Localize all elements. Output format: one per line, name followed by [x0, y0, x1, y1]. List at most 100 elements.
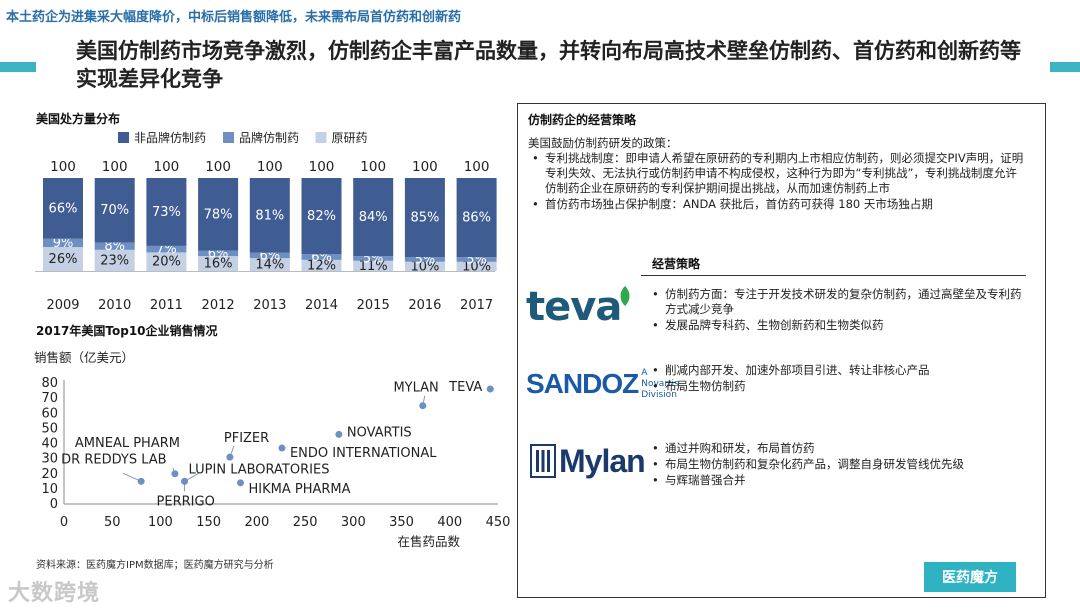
x-tick-label: 250	[293, 515, 318, 530]
bar-data-label: 85%	[410, 211, 439, 226]
point-label: MYLAN	[393, 381, 438, 396]
legend-label: 品牌仿制药	[239, 131, 299, 145]
x-tick-label: 200	[244, 515, 269, 530]
strategy-heading: 经营策略	[652, 257, 701, 271]
bar-data-label: 20%	[152, 255, 181, 270]
point-label: LUPIN LABORATORIES	[189, 462, 330, 477]
bar-data-label: 26%	[49, 252, 78, 267]
y-axis-title: 销售额（亿美元）	[34, 350, 134, 365]
policy-item: 专利挑战制度：即申请人希望在原研药的专利期内上市相应仿制药，则必须提交PIV声明…	[528, 151, 1028, 196]
x-tick-label: 100	[148, 515, 173, 530]
bar-data-label: 11%	[359, 259, 388, 274]
x-tick-label: 2012	[202, 298, 235, 313]
x-tick-label: 2011	[150, 298, 183, 313]
sandoz-strategy-item: 削减内部开发、加速外部项目引进、转让非核心产品	[648, 363, 1028, 378]
bar-data-label: 10%	[410, 259, 439, 274]
banner-text: 本土药企为进集采大幅度降价，中标后销售额降低，未来需布局首仿药和创新药	[6, 10, 462, 25]
bar-total-label: 100	[50, 159, 76, 175]
bar-segment	[353, 260, 394, 271]
bar-total-label: 100	[257, 159, 283, 175]
bar-data-label: 84%	[359, 210, 388, 225]
scatter-point	[335, 430, 343, 438]
policy-item: 首仿药市场独占保护制度：ANDA 获批后，首仿药可获得 180 天市场独占期	[528, 197, 1028, 212]
brand-logo: 医药魔方	[924, 562, 1016, 592]
legend-swatch	[315, 132, 327, 143]
strategy-box: 仿制药企的经营策略 美国鼓励仿制药研发的政策： 专利挑战制度：即申请人希望在原研…	[517, 103, 1046, 598]
bar-segment	[456, 178, 497, 258]
point-label: NOVARTIS	[347, 425, 412, 440]
bar-data-label: 66%	[49, 201, 78, 216]
legend-swatch	[223, 132, 234, 143]
bar-segment	[94, 242, 135, 250]
scatter-point	[171, 470, 179, 478]
bar-data-label: 78%	[204, 207, 233, 222]
bar-data-label: 9%	[53, 236, 74, 251]
top-banner: 本土药企为进集采大幅度降价，中标后销售额降低，未来需布局首仿药和创新药	[0, 0, 1080, 30]
bar-segment	[404, 257, 445, 262]
legend-swatch	[118, 132, 129, 143]
bar-total-label: 100	[360, 159, 386, 175]
scatter-chart-title: 2017年美国Top10企业销售情况	[36, 324, 218, 338]
mylan-strategy-item: 布局生物仿制药和复杂化药产品，调整自身研发管线优先级	[648, 457, 1028, 472]
x-tick-label: 2013	[253, 298, 286, 313]
x-axis-title: 在售药品数	[397, 534, 460, 549]
strategy-box-title: 仿制药企的经营策略	[528, 113, 637, 127]
scatter-point	[236, 479, 244, 487]
bar-total-label: 100	[412, 159, 438, 175]
bar-data-label: 10%	[462, 259, 491, 274]
teva-strategy-list: 仿制药方面：专注于开发技术研发的复杂仿制药，通过高壁垒及专利药方式减少竞争 发展…	[648, 287, 1028, 334]
point-label: DR REDDYS LAB	[61, 452, 166, 467]
y-tick-label: 20	[41, 467, 58, 482]
teva-strategy-item: 发展品牌专科药、生物创新药和生物类似药	[648, 318, 1028, 333]
bar-segment	[94, 178, 135, 243]
x-tick-label: 2014	[305, 298, 338, 313]
bar-segment	[198, 178, 239, 251]
teva-logo: teva	[526, 282, 638, 332]
y-tick-label: 50	[41, 421, 58, 436]
bar-segment	[43, 238, 83, 248]
bar-data-label: 8%	[104, 239, 125, 254]
point-label: AMNEAL PHARM	[75, 436, 180, 451]
scatter-point	[226, 453, 234, 461]
bar-segment	[456, 257, 497, 262]
bar-segment	[456, 261, 497, 271]
teva-strategy-item: 仿制药方面：专注于开发技术研发的复杂仿制药，通过高壁垒及专利药方式减少竞争	[648, 287, 1028, 317]
mylan-strategy-item: 与辉瑞普强合并	[648, 473, 1028, 488]
bar-segment	[198, 256, 239, 271]
strategy-divider	[641, 275, 1026, 276]
y-tick-label: 70	[41, 391, 58, 406]
x-tick-label: 300	[341, 515, 366, 530]
bar-total-label: 100	[205, 159, 231, 175]
bar-total-label: 100	[102, 159, 128, 175]
bar-segment	[249, 252, 290, 259]
bar-segment	[146, 245, 187, 253]
point-label: PFIZER	[224, 431, 269, 446]
bar-total-label: 100	[309, 159, 335, 175]
x-tick-label: 50	[104, 515, 121, 530]
scatter-point	[278, 444, 286, 452]
bar-segment	[146, 178, 187, 246]
y-tick-label: 40	[41, 437, 58, 452]
x-tick-label: 350	[389, 515, 414, 530]
bar-data-label: 81%	[255, 208, 284, 223]
bar-data-label: 23%	[100, 253, 129, 268]
bar-segment	[43, 178, 83, 239]
legend-label: 非品牌仿制药	[134, 131, 206, 145]
accent-bar-right	[1050, 62, 1080, 72]
y-tick-label: 80	[41, 376, 58, 391]
sandoz-strategy-item: 布局生物仿制药	[648, 379, 1028, 394]
page-title: 美国仿制药市场竞争激烈，仿制药企丰富产品数量，并转向布局高技术壁垒仿制药、首仿药…	[76, 39, 1021, 91]
x-tick-label: 400	[437, 515, 462, 530]
scatter-point	[181, 477, 189, 485]
bar-data-label: 82%	[307, 209, 336, 224]
mylan-logo: Mylan	[530, 436, 648, 486]
bar-segment	[404, 261, 445, 271]
mylan-logo-icon	[530, 444, 556, 478]
scatter-point	[419, 402, 427, 410]
bar-segment	[353, 256, 394, 261]
bar-data-label: 86%	[462, 211, 491, 226]
y-tick-label: 60	[41, 406, 58, 421]
bar-data-label: 70%	[100, 203, 129, 218]
accent-bar-left	[0, 62, 36, 72]
